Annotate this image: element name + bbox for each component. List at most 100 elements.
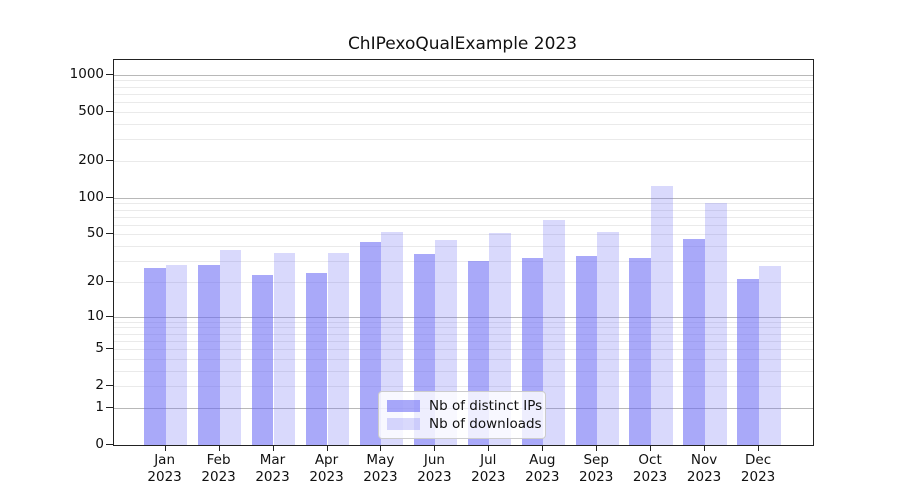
x-tick-label-sep: Sep 2023 <box>561 452 631 486</box>
y-tick-label: 2 <box>95 377 104 394</box>
bar-downloads-mar <box>273 252 296 445</box>
legend-label-distinct-ips: Nb of distinct IPs <box>429 398 543 414</box>
y-tick-mark <box>106 444 113 445</box>
minor-gridline <box>114 93 813 95</box>
y-tick-label: 1000 <box>69 65 104 82</box>
bar-downloads-apr <box>327 252 350 445</box>
x-tick-mark <box>380 445 382 451</box>
x-tick-mark <box>488 445 490 451</box>
month-label: Sep <box>583 452 609 468</box>
bar-downloads-feb <box>219 250 242 445</box>
major-gridline <box>114 197 813 199</box>
plot-area <box>113 59 814 446</box>
month-label: Jun <box>423 452 445 468</box>
chart-title: ChIPexoQualExample 2023 <box>347 34 578 54</box>
x-tick-label-oct: Oct 2023 <box>615 452 685 486</box>
bar-distinct-ips-dec <box>737 279 760 445</box>
minor-gridline <box>114 340 813 342</box>
legend-swatch-downloads <box>387 418 420 430</box>
x-tick-mark <box>596 445 598 451</box>
minor-gridline <box>114 281 813 283</box>
bar-distinct-ips-mar <box>251 274 274 445</box>
bar-distinct-ips-nov <box>683 238 706 445</box>
y-tick-mark <box>106 196 113 198</box>
year-label: 2023 <box>255 469 290 485</box>
x-tick-mark <box>272 445 274 451</box>
minor-gridline <box>114 111 813 113</box>
month-label: Aug <box>529 452 556 468</box>
legend-swatch-distinct-ips <box>387 400 420 412</box>
minor-gridline <box>114 216 813 218</box>
month-label: Oct <box>638 452 662 468</box>
year-label: 2023 <box>579 469 614 485</box>
minor-gridline <box>114 234 813 236</box>
year-label: 2023 <box>632 469 668 485</box>
year-label: 2023 <box>686 469 722 485</box>
minor-gridline <box>114 102 813 103</box>
x-tick-mark <box>758 445 760 451</box>
y-tick-mark <box>106 233 113 235</box>
bar-distinct-ips-sep <box>575 256 598 445</box>
y-tick-mark <box>106 110 113 112</box>
y-tick-mark <box>106 159 113 161</box>
minor-gridline <box>114 224 813 226</box>
year-label: 2023 <box>147 469 182 485</box>
x-tick-label-jun: Jun 2023 <box>399 452 469 486</box>
major-gridline <box>114 74 813 76</box>
legend-item-downloads: Nb of downloads <box>387 415 542 433</box>
x-tick-label-jan: Jan 2023 <box>130 452 200 486</box>
minor-gridline <box>114 209 813 211</box>
y-tick-label: 100 <box>78 188 104 205</box>
bar-distinct-ips-jan <box>143 268 166 445</box>
minor-gridline <box>114 260 813 262</box>
minor-gridline <box>114 349 813 350</box>
minor-gridline <box>114 80 813 82</box>
minor-gridline <box>114 358 813 360</box>
x-tick-label-feb: Feb 2023 <box>184 452 254 486</box>
minor-gridline <box>114 86 813 88</box>
month-label: Jan <box>154 452 175 468</box>
bar-downloads-dec <box>759 266 781 445</box>
bar-distinct-ips-apr <box>305 272 328 445</box>
y-tick-mark <box>106 385 113 387</box>
month-label: Jul <box>480 452 497 468</box>
x-tick-label-mar: Mar 2023 <box>238 452 308 486</box>
x-tick-label-jul: Jul 2023 <box>453 452 523 486</box>
year-label: 2023 <box>201 469 236 485</box>
year-label: 2023 <box>525 469 560 485</box>
minor-gridline <box>114 327 813 329</box>
year-label: 2023 <box>417 469 452 485</box>
month-label: Mar <box>259 452 286 468</box>
y-tick-label: 5 <box>95 340 104 356</box>
x-tick-mark <box>704 445 706 451</box>
major-gridline <box>114 316 813 318</box>
x-tick-label-apr: Apr 2023 <box>292 452 362 486</box>
y-tick-label: 1 <box>95 398 104 415</box>
x-tick-label-nov: Nov 2023 <box>669 452 739 486</box>
bar-distinct-ips-may <box>359 242 382 445</box>
minor-gridline <box>114 123 813 125</box>
bar-downloads-nov <box>705 203 727 445</box>
bar-downloads-sep <box>597 232 619 445</box>
year-label: 2023 <box>363 469 398 485</box>
minor-gridline <box>114 160 813 162</box>
legend-label-downloads: Nb of downloads <box>429 416 542 432</box>
x-tick-mark <box>218 445 220 451</box>
y-tick-label: 200 <box>78 151 104 168</box>
x-tick-label-dec: Dec 2023 <box>723 452 793 486</box>
month-label: Nov <box>690 452 718 468</box>
bar-distinct-ips-oct <box>629 257 652 445</box>
bar-downloads-jan <box>165 264 188 445</box>
year-label: 2023 <box>471 469 506 485</box>
minor-gridline <box>114 370 813 372</box>
x-tick-mark <box>650 445 652 451</box>
legend-item-distinct-ips: Nb of distinct IPs <box>387 397 542 415</box>
month-label: Feb <box>206 452 231 468</box>
legend: Nb of distinct IPs Nb of downloads <box>378 391 546 439</box>
bar-downloads-oct <box>651 185 673 445</box>
x-tick-label-aug: Aug 2023 <box>507 452 577 486</box>
minor-gridline <box>114 321 813 323</box>
month-label: Apr <box>314 452 339 468</box>
y-tick-mark <box>106 315 113 317</box>
year-label: 2023 <box>740 469 776 485</box>
